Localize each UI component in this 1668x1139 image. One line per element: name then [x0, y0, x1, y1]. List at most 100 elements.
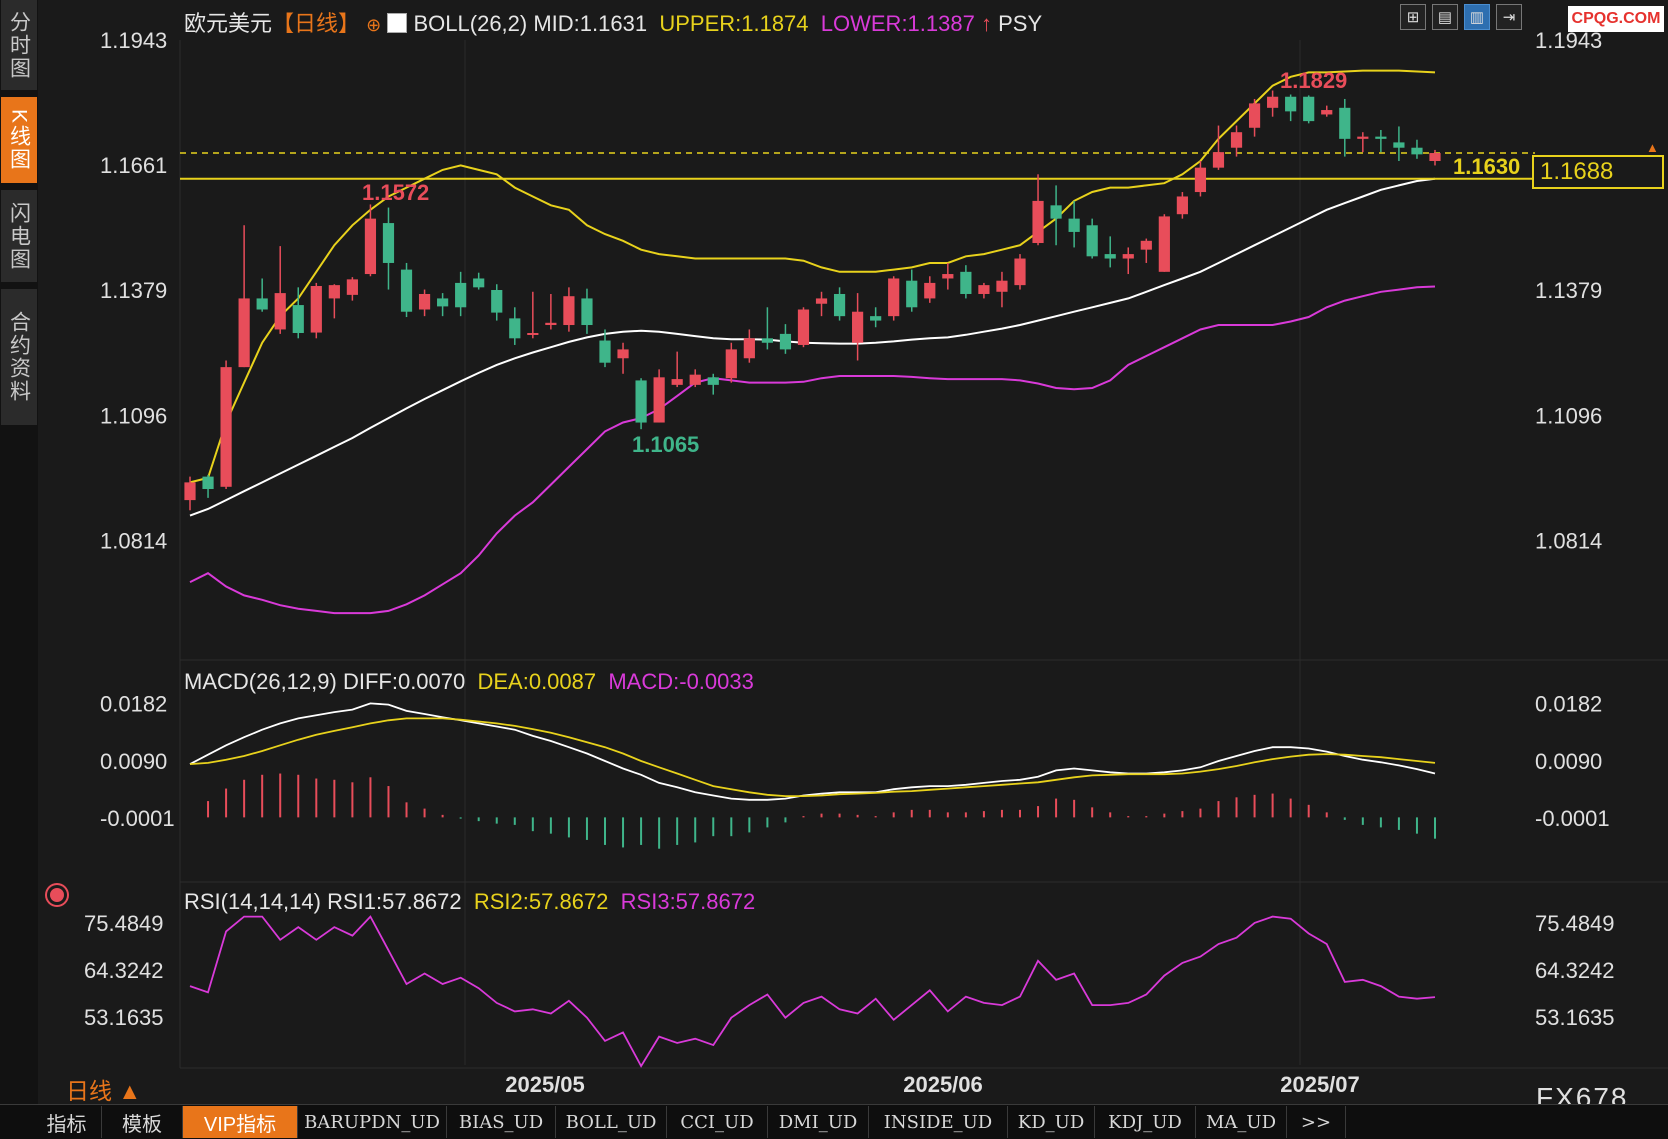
period-bracket[interactable]: 【日线】: [272, 11, 361, 36]
price-label-right: 1.1379: [1535, 278, 1602, 303]
candle-body: [960, 271, 972, 294]
tab-kdj[interactable]: KDJ_UD: [1095, 1106, 1196, 1138]
candles: [184, 90, 1441, 511]
tab-vip-indicators[interactable]: VIP指标: [183, 1106, 298, 1138]
annotations: 1.1829 1.1572 1.1065 1.1630: [362, 68, 1520, 457]
candle-body: [1285, 96, 1297, 112]
chart-header: 欧元美元【日线】 ⊕ BOLL(26,2) MID:1.1631 UPPER:1…: [184, 6, 1042, 38]
candle-body: [888, 278, 900, 317]
indicator-tab-bar: 指标 模板 VIP指标 BARUPDN_UD BIAS_UD BOLL_UD C…: [0, 1104, 1668, 1139]
candle-body: [635, 380, 647, 423]
macd-diff-line: [189, 702, 1436, 801]
period-selector[interactable]: 日线 ▲: [66, 1078, 142, 1104]
candle-body: [1140, 240, 1152, 250]
candle-body: [1375, 136, 1387, 139]
macd-dea-line: [189, 717, 1436, 797]
candle-body: [328, 285, 340, 299]
candle-body: [1267, 96, 1279, 108]
price-label-left: 1.1096: [100, 403, 167, 428]
candle-body: [761, 338, 773, 343]
candle-body: [1176, 196, 1188, 215]
tab-flash-chart[interactable]: 闪电图: [1, 190, 37, 282]
boll-upper-line: [189, 69, 1436, 484]
rsi-axis-label-left: 75.4849: [84, 911, 164, 936]
chart-svg[interactable]: 1.19431.19431.16611.16611.13791.13791.10…: [38, 0, 1668, 1104]
candle-body: [1086, 225, 1098, 257]
candle-body: [833, 293, 846, 317]
price-label-right: 1.1943: [1535, 28, 1602, 53]
tab-kd[interactable]: KD_UD: [1008, 1106, 1095, 1138]
macd-axis-label-left: 0.0182: [100, 691, 167, 716]
last-price-annotation: 1.1630: [1453, 154, 1520, 179]
candle-body: [1068, 218, 1080, 232]
price-label-right: 1.1096: [1535, 403, 1602, 428]
date-axis-label: 2025/06: [903, 1072, 983, 1097]
candle-body: [292, 305, 304, 333]
chart-layout-icon[interactable]: ▤: [1432, 4, 1458, 30]
tab-bias[interactable]: BIAS_UD: [447, 1106, 556, 1138]
tab-dmi[interactable]: DMI_UD: [768, 1106, 869, 1138]
rsi-axis-label-right: 53.1635: [1535, 1005, 1615, 1030]
candle-body: [906, 280, 918, 308]
candle-body: [220, 367, 232, 487]
candle-body: [527, 332, 539, 335]
candle-body: [202, 476, 214, 490]
rsi-panel: [189, 915, 1436, 1068]
candle-body: [707, 377, 719, 385]
macd-value: MACD:-0.0033: [608, 669, 754, 694]
tab-boll[interactable]: BOLL_UD: [556, 1106, 667, 1138]
candle-body: [1339, 107, 1351, 139]
chart-arrow-icon[interactable]: ⇥: [1496, 4, 1522, 30]
tab-contract-info[interactable]: 合约资料: [1, 289, 37, 425]
current-price-tag: 1.1688: [1532, 155, 1664, 189]
boll-indicator-name[interactable]: BOLL(26,2): [413, 11, 528, 36]
candle-body: [978, 285, 990, 294]
rsi-title[interactable]: RSI(14,14,14): [184, 889, 321, 914]
rsi3-value: RSI3:57.8672: [620, 889, 756, 914]
symbol-name: 欧元美元: [184, 11, 273, 36]
candle-body: [1303, 96, 1315, 122]
candle-body: [1050, 205, 1062, 219]
macd-axis-label-right: -0.0001: [1535, 806, 1610, 831]
candle-body: [382, 223, 395, 263]
candle-body: [797, 309, 810, 345]
rsi-line: [189, 915, 1436, 1068]
grid-layout-icon[interactable]: ⊞: [1400, 4, 1426, 30]
candle-body: [563, 296, 575, 326]
candle-body: [581, 298, 593, 326]
chart-area[interactable]: 1.19431.19431.16611.16611.13791.13791.10…: [38, 0, 1668, 1104]
candle-body: [509, 318, 521, 339]
tab-barupdn[interactable]: BARUPDN_UD: [298, 1106, 447, 1138]
tab-more[interactable]: >>: [1287, 1106, 1346, 1138]
candle-body: [743, 338, 755, 359]
chart-active-icon[interactable]: ▥: [1464, 4, 1490, 30]
candle-body: [1230, 132, 1243, 148]
candle-body: [815, 298, 828, 304]
crosshair-icon[interactable]: ⊕: [366, 15, 382, 35]
macd-title[interactable]: MACD(26,12,9): [184, 669, 337, 694]
candle-body: [653, 377, 665, 423]
psy-label[interactable]: PSY: [998, 11, 1043, 36]
candle-body: [599, 340, 611, 363]
tab-kline[interactable]: K线图: [1, 97, 37, 183]
candle-body: [1429, 153, 1441, 162]
tab-indicators[interactable]: 指标: [0, 1106, 102, 1138]
boll-mid-value: MID:1.1631: [533, 11, 648, 36]
macd-header: MACD(26,12,9) DIFF:0.0070 DEA:0.0087 MAC…: [184, 669, 754, 695]
candle-body: [473, 278, 485, 288]
tab-inside[interactable]: INSIDE_UD: [869, 1106, 1008, 1138]
candle-body: [996, 280, 1008, 292]
arrow-up-icon[interactable]: ↑: [980, 11, 992, 36]
tab-timeshare[interactable]: 分时图: [1, 0, 37, 90]
tab-templates[interactable]: 模板: [102, 1106, 183, 1138]
candle-body: [418, 293, 431, 310]
date-axis-label: 2025/07: [1280, 1072, 1360, 1097]
tab-cci[interactable]: CCI_UD: [667, 1106, 768, 1138]
macd-axis-label-left: -0.0001: [100, 806, 175, 831]
indicator-chart-icon[interactable]: [387, 13, 408, 33]
rsi2-value: RSI2:57.8672: [473, 889, 609, 914]
tab-ma[interactable]: MA_UD: [1196, 1106, 1287, 1138]
candle-body: [1248, 103, 1261, 128]
price-label-left: 1.0814: [100, 528, 167, 553]
price-scroll-arrow-icon[interactable]: ▲: [1646, 140, 1659, 155]
